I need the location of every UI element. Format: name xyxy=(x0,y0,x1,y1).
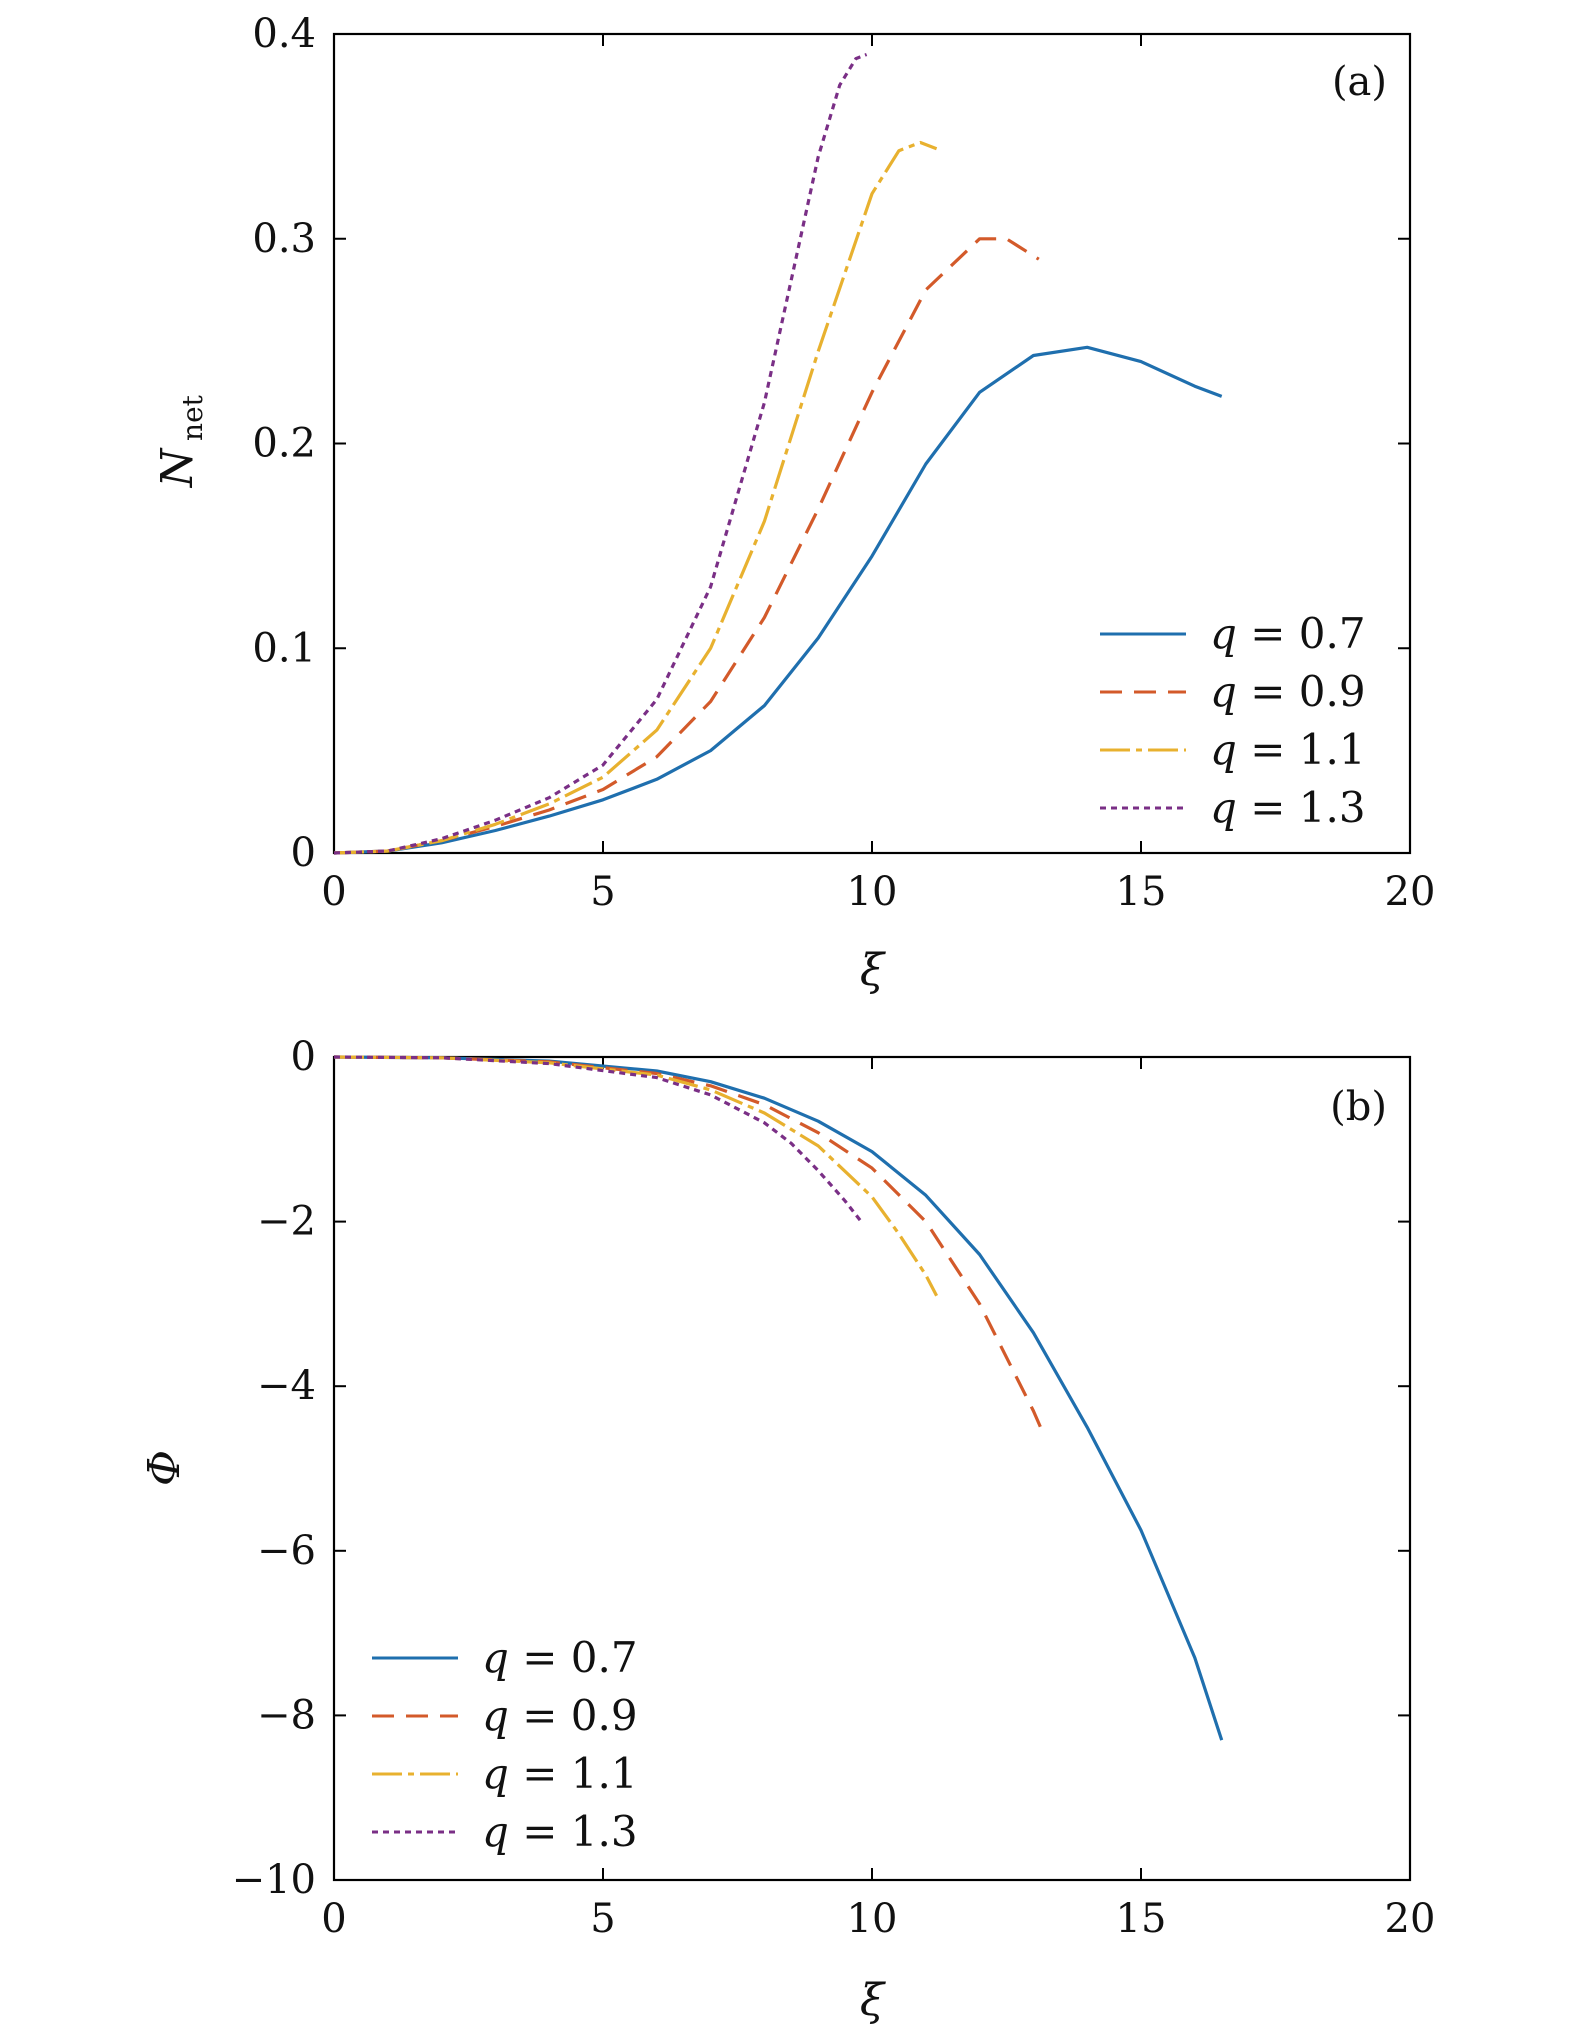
legend-label: q = 0.7 xyxy=(482,1633,638,1682)
series-line-q07 xyxy=(333,1055,1224,1741)
legend-label: q = 0.9 xyxy=(1210,667,1366,716)
legend-label: q = 0.9 xyxy=(482,1691,638,1740)
panel-a-y-label: N net xyxy=(152,394,209,488)
x-tick-label: 5 xyxy=(590,869,615,915)
series-line-q13 xyxy=(333,1055,863,1223)
series-line-q09 xyxy=(333,1055,1046,1437)
panel-a-series xyxy=(333,53,1223,855)
x-tick-label: 15 xyxy=(1116,869,1167,915)
panel-a-legend: q = 0.7 q = 0.9 q = 1.1 q = 1.3 xyxy=(1100,609,1366,832)
legend-label: q = 1.3 xyxy=(482,1807,638,1856)
legend-label: q = 0.7 xyxy=(1210,609,1366,658)
panel-a-y-label-main: N xyxy=(152,447,203,488)
x-tick-label: 0 xyxy=(321,869,346,915)
x-tick-label: 20 xyxy=(1385,1896,1436,1942)
y-tick-label: 0.2 xyxy=(252,421,316,467)
series-line-q13 xyxy=(333,53,868,855)
panel-b-y-label: Φ xyxy=(139,1450,190,1486)
legend-label: q = 1.1 xyxy=(482,1749,638,1798)
series-line-q07 xyxy=(333,345,1223,855)
panel-a-tag: (a) xyxy=(1332,59,1387,105)
panel-a-y-label-sub: net xyxy=(176,394,209,441)
x-tick-label: 5 xyxy=(590,1896,615,1942)
legend-label: q = 1.1 xyxy=(1210,725,1366,774)
panel-b-y-label-main: Φ xyxy=(139,1450,190,1486)
y-tick-label: 0.3 xyxy=(252,216,316,262)
x-tick-label: 10 xyxy=(847,869,898,915)
y-tick-label: 0 xyxy=(291,1034,316,1080)
x-tick-label: 15 xyxy=(1116,1896,1167,1942)
y-tick-label: −10 xyxy=(232,1857,316,1903)
panel-b-tag: (b) xyxy=(1330,1084,1387,1130)
panel-a: 0 5 10 15 20 0 0.1 0.2 0.3 0.4 (a) ξ N net q = 0.… xyxy=(152,11,1435,996)
panel-a-ticks: 0 5 10 15 20 0 0.1 0.2 0.3 0.4 xyxy=(252,11,1435,915)
panel-b-ticks: 0 5 10 15 20 0 −2 −4 −6 −8 −10 xyxy=(232,1034,1436,1942)
y-tick-label: −2 xyxy=(257,1199,316,1245)
y-tick-label: −4 xyxy=(257,1363,316,1409)
series-line-q09 xyxy=(333,237,1040,855)
legend-label: q = 1.3 xyxy=(1210,783,1366,832)
y-tick-label: 0.4 xyxy=(252,11,316,57)
y-tick-label: 0 xyxy=(291,830,316,876)
series-line-q11 xyxy=(333,140,938,855)
y-tick-label: −6 xyxy=(257,1528,316,1574)
series-line-q11 xyxy=(333,1055,939,1297)
panel-b-series xyxy=(333,1055,1224,1741)
x-tick-label: 0 xyxy=(321,1896,346,1942)
panel-b-x-label: ξ xyxy=(860,1975,887,2026)
panel-b-legend: q = 0.7 q = 0.9 q = 1.1 q = 1.3 xyxy=(372,1633,638,1856)
panel-b: 0 5 10 15 200−2−4−6−8−10 (b) ξ Φ q = 0.7q = … xyxy=(139,1034,1435,2026)
panel-a-x-label: ξ xyxy=(860,945,887,996)
y-tick-label: 0.1 xyxy=(252,625,316,671)
y-tick-label: −8 xyxy=(257,1692,316,1738)
x-tick-label: 20 xyxy=(1385,869,1436,915)
x-tick-label: 10 xyxy=(847,1896,898,1942)
